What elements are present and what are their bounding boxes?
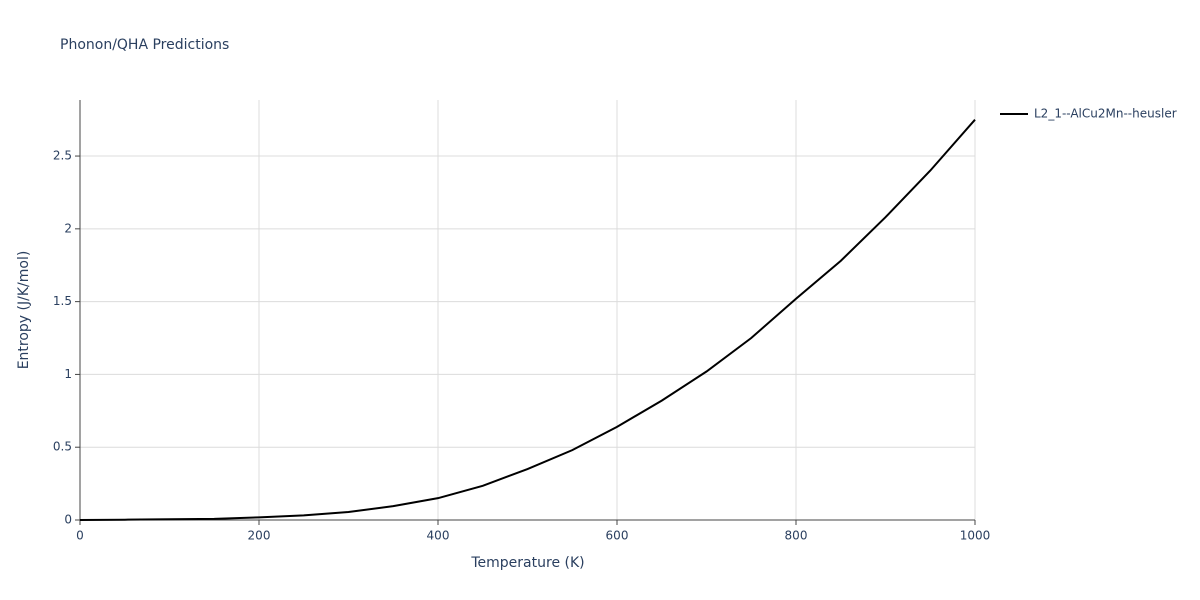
y-tick-label: 0 — [64, 513, 72, 527]
chart-title: Phonon/QHA Predictions — [60, 37, 229, 53]
x-tick-label: 0 — [76, 529, 84, 543]
y-axis-label: Entropy (J/K/mol) — [16, 251, 32, 370]
line-series — [79, 118, 976, 521]
x-tick-label: 600 — [606, 529, 629, 543]
x-axis-label: Temperature (K) — [470, 555, 584, 571]
y-tick-label: 0.5 — [53, 440, 72, 454]
x-tick-label: 1000 — [960, 529, 991, 543]
y-tick-label: 2 — [64, 221, 72, 235]
x-tick-label: 200 — [248, 529, 271, 543]
y-tick-label: 1.5 — [53, 294, 72, 308]
x-tick-label: 800 — [785, 529, 808, 543]
x-tick-label: 400 — [427, 529, 450, 543]
y-tick-label: 1 — [64, 367, 72, 381]
legend-label: L2_1--AlCu2Mn--heusler — [1034, 107, 1177, 121]
y-tick-label: 2.5 — [53, 149, 72, 163]
